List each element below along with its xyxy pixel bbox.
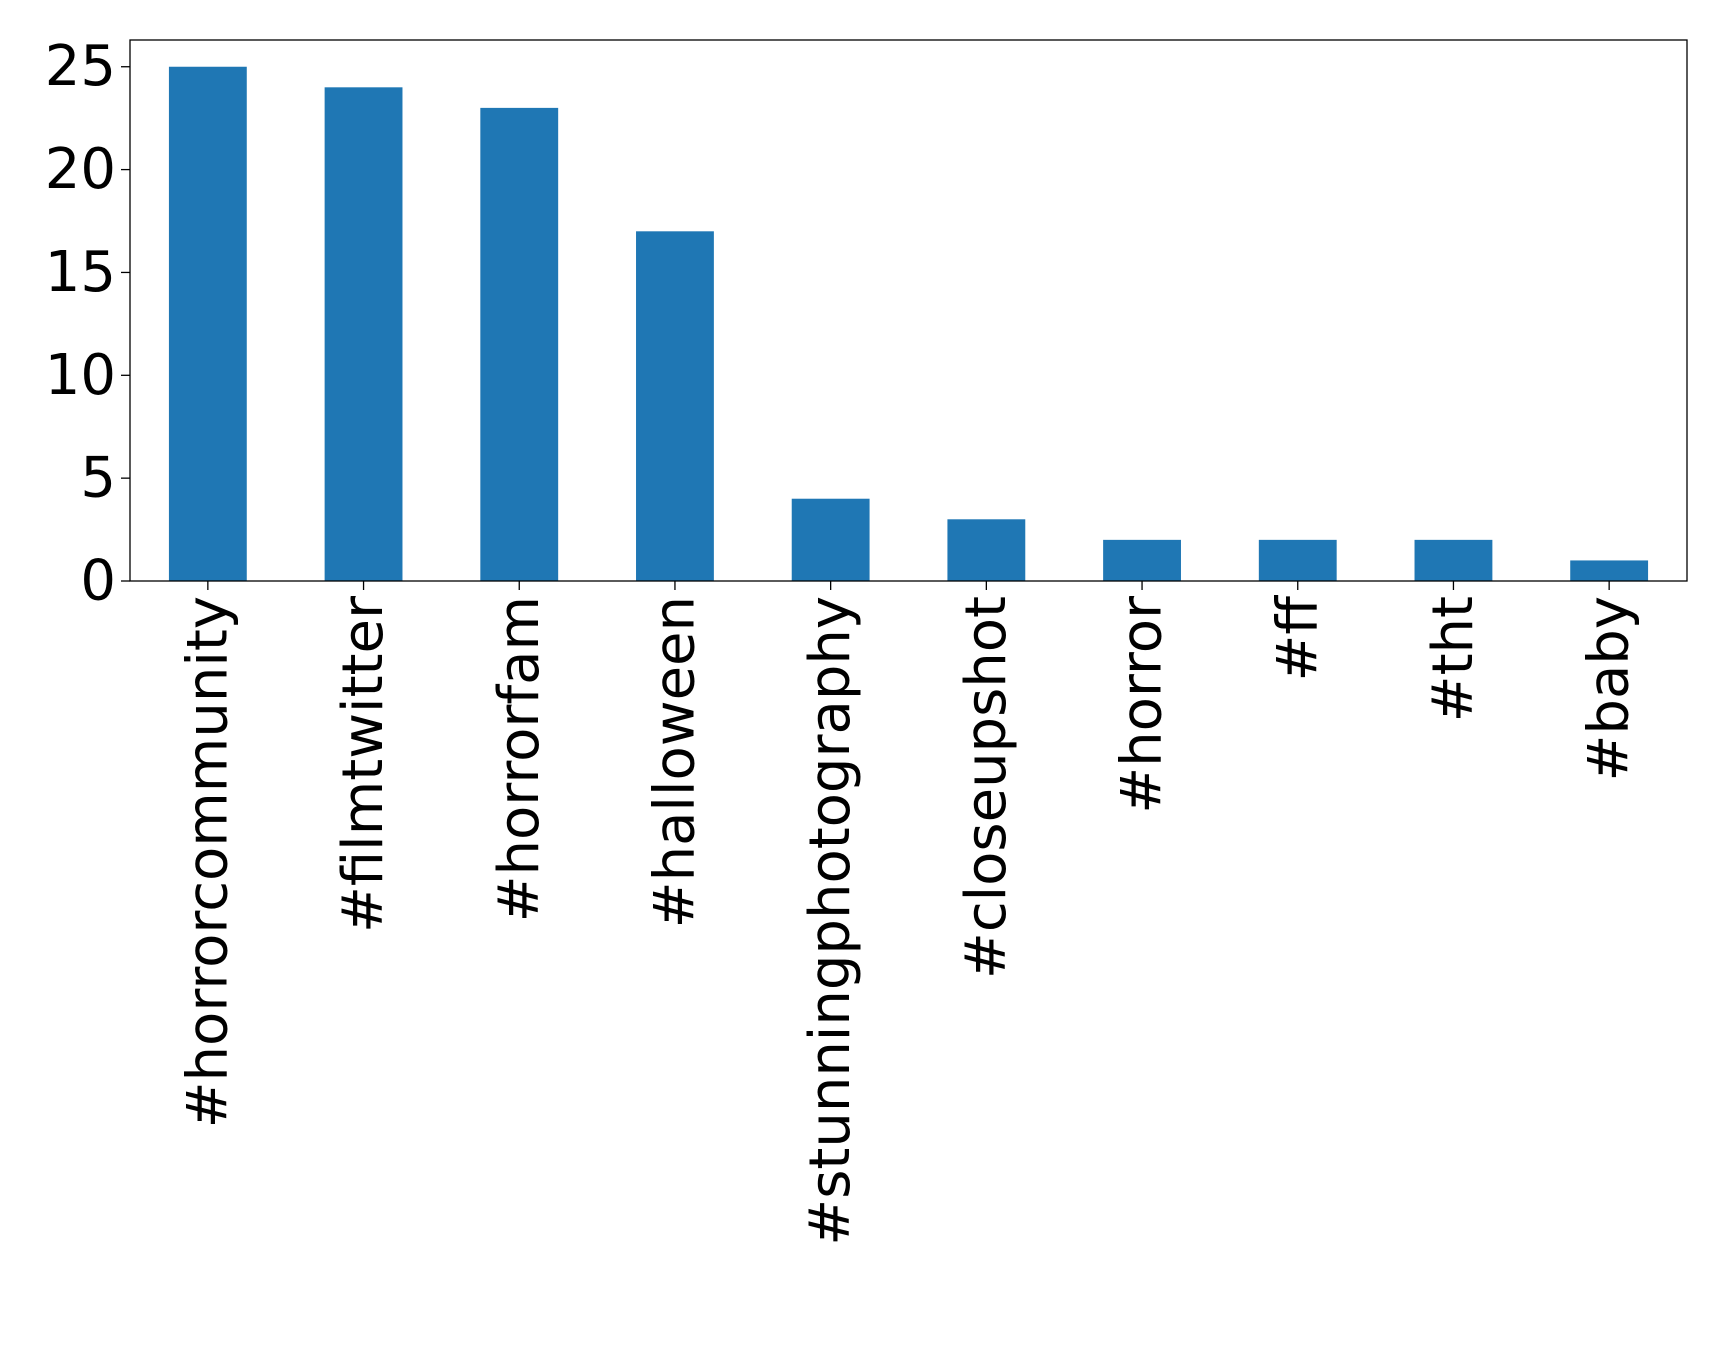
x-tick-label: #horror bbox=[1110, 595, 1175, 814]
x-tick-label: #stunningphotography bbox=[798, 596, 863, 1246]
x-tick-label: #filmtwitter bbox=[331, 595, 396, 933]
bar bbox=[791, 498, 870, 581]
bar bbox=[947, 519, 1026, 581]
bars-group bbox=[168, 66, 1649, 581]
x-tick-label: #baby bbox=[1577, 596, 1642, 781]
y-tick-label: 5 bbox=[80, 446, 116, 511]
bar bbox=[1258, 539, 1337, 581]
y-tick-label: 20 bbox=[45, 137, 116, 202]
y-axis: 0 5 10 15 20 25 bbox=[45, 34, 130, 614]
y-tick-label: 25 bbox=[45, 34, 116, 99]
bar bbox=[1103, 539, 1181, 581]
y-tick-label: 0 bbox=[80, 549, 116, 614]
bar bbox=[168, 66, 247, 581]
x-tick-label: #ff bbox=[1265, 595, 1330, 682]
bar bbox=[1414, 539, 1493, 581]
bar bbox=[324, 87, 403, 581]
plot-frame bbox=[129, 39, 1688, 582]
x-tick-label: #halloween bbox=[642, 596, 707, 928]
x-tick-label: #closeupshot bbox=[954, 596, 1019, 979]
x-axis: #horrorcommunity #filmtwitter #horrorfam #h… bbox=[175, 581, 1642, 1246]
x-tick-label: #tht bbox=[1421, 596, 1486, 722]
bar bbox=[480, 107, 559, 581]
y-tick-label: 10 bbox=[45, 343, 116, 408]
bar bbox=[1570, 560, 1649, 581]
bar bbox=[636, 231, 714, 581]
y-tick-label: 15 bbox=[45, 240, 116, 305]
x-tick-label: #horrorfam bbox=[487, 596, 552, 922]
x-tick-label: #horrorcommunity bbox=[175, 596, 240, 1128]
